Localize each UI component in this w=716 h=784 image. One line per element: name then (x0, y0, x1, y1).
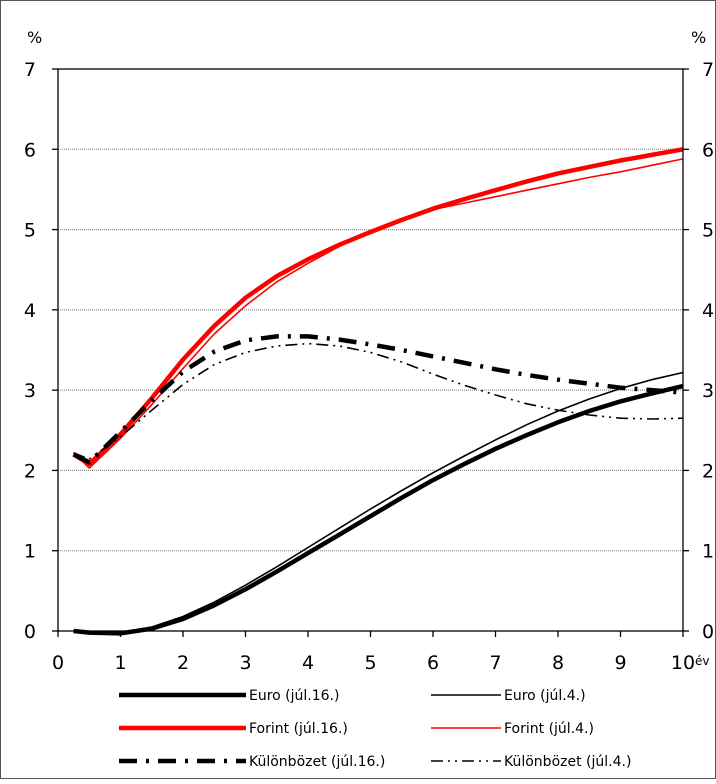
x-tick-label: 5 (364, 652, 376, 674)
y-axis-unit-left: % (27, 28, 42, 47)
axes (57, 68, 684, 632)
y-axis-unit-right: % (691, 28, 706, 47)
legend: Euro (júl.16.) Euro (júl.4.) Forint (júl.1… (119, 688, 631, 770)
y-tick-label-left: 2 (24, 460, 36, 482)
series-lines (72, 147, 684, 636)
y-tick-label-right: 7 (702, 59, 714, 81)
legend-label-5: Különbözet (júl.4.) (504, 754, 631, 770)
series-line-4 (72, 334, 684, 465)
x-tick-label: 7 (489, 652, 501, 674)
x-tick-label: 3 (239, 652, 251, 674)
y-tick-label-right: 0 (702, 621, 714, 643)
y-tick-label-right: 6 (702, 139, 714, 161)
series-line-1 (73, 371, 684, 634)
y-tick-label-left: 3 (24, 380, 36, 402)
y-tick-label-left: 1 (24, 541, 36, 563)
y-tick-label-right: 1 (702, 541, 714, 563)
x-tick-label: 2 (177, 652, 189, 674)
series-line-5 (73, 342, 684, 461)
y-tick-label-left: 5 (24, 220, 36, 242)
legend-label-3: Forint (júl.4.) (504, 721, 594, 737)
x-tick-label: 9 (614, 652, 626, 674)
gridlines (58, 148, 683, 552)
y-tick-label-right: 3 (702, 380, 714, 402)
x-tick-label: 0 (52, 652, 64, 674)
legend-label-0: Euro (júl.16.) (249, 688, 339, 704)
y-tick-label-right: 2 (702, 460, 714, 482)
x-tick-label: 1 (114, 652, 126, 674)
series-line-2 (72, 147, 684, 467)
y-tick-label-left: 0 (24, 621, 36, 643)
plot-area-border (57, 68, 684, 632)
y-tick-label-left: 6 (24, 139, 36, 161)
x-tick-label: 4 (302, 652, 314, 674)
y-tick-label-right: 5 (702, 220, 714, 242)
series-line-0 (73, 383, 684, 636)
x-axis-unit: év (695, 654, 709, 668)
y-tick-label-left: 4 (24, 300, 36, 322)
x-tick-label: 10 (671, 652, 695, 674)
x-tick-label: 6 (427, 652, 439, 674)
legend-label-2: Forint (júl.16.) (249, 721, 348, 737)
series-line-3 (73, 158, 684, 469)
x-tick-label: 8 (552, 652, 564, 674)
y-tick-label-right: 4 (702, 300, 714, 322)
legend-label-4: Különbözet (júl.16.) (249, 754, 385, 770)
tick-labels: 0 01 12 23 34 45 56 67 70 1 2 3 4 5 6 7 8 9 10 (24, 59, 714, 674)
y-tick-label-left: 7 (24, 59, 36, 81)
legend-label-1: Euro (júl.4.) (504, 688, 586, 704)
